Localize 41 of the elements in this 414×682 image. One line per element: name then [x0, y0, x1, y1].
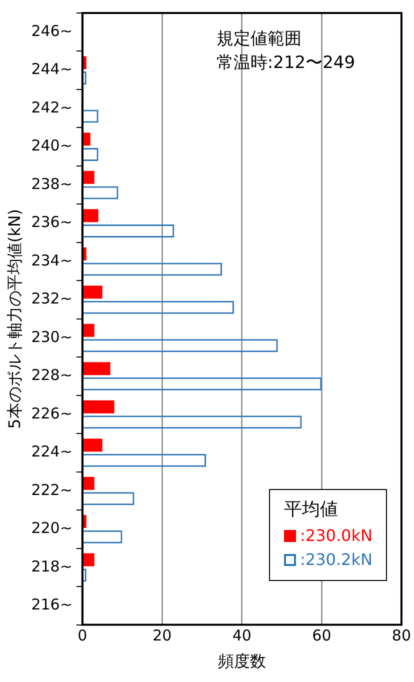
y-tick-label: 230~ — [31, 328, 72, 346]
legend-title: 平均値 — [284, 498, 340, 522]
x-tick-label: 40 — [232, 626, 252, 645]
bar — [83, 170, 94, 184]
annotation: 規定値範囲 — [216, 28, 302, 49]
legend-label: :230.0kN — [299, 524, 372, 547]
y-tick-label: 216~ — [31, 596, 72, 614]
y-tick-label: 232~ — [31, 290, 72, 308]
bar — [83, 324, 94, 337]
bar — [83, 438, 102, 452]
y-tick-label: 220~ — [31, 519, 72, 538]
y-tick-label: 244~ — [31, 60, 72, 78]
bar — [83, 362, 110, 376]
y-tick-label: 234~ — [31, 251, 72, 270]
y-tick-label: 240~ — [31, 136, 72, 155]
x-tick-label: 80 — [392, 626, 412, 645]
bar — [83, 247, 86, 260]
y-tick-label: 238~ — [31, 174, 72, 193]
bar — [83, 553, 94, 566]
x-tick-label: 60 — [312, 626, 332, 645]
y-tick-label: 226~ — [31, 404, 72, 422]
bar — [83, 400, 114, 414]
y-tick-label: 222~ — [31, 480, 72, 499]
y-tick-label: 242~ — [31, 98, 72, 116]
y-tick-label: 236~ — [31, 213, 72, 232]
y-tick-label: 224~ — [31, 442, 72, 461]
y-axis-title: 5本のボルト軸力の平均値(kN) — [4, 208, 24, 429]
bar — [83, 209, 98, 222]
annotation: 常温時:212〜249 — [216, 52, 356, 73]
y-tick-label: 228~ — [31, 366, 72, 384]
bar — [83, 476, 94, 490]
x-tick-label: 20 — [152, 626, 172, 645]
bar — [83, 132, 90, 146]
legend-label: :230.2kN — [299, 548, 372, 571]
bar — [83, 56, 86, 70]
bar — [83, 286, 102, 299]
bar — [83, 515, 86, 528]
y-tick-label: 218~ — [31, 557, 72, 576]
x-tick-label: 0 — [78, 626, 88, 645]
x-axis-title: 頻度数 — [218, 652, 266, 671]
y-tick-label: 246~ — [31, 22, 72, 40]
